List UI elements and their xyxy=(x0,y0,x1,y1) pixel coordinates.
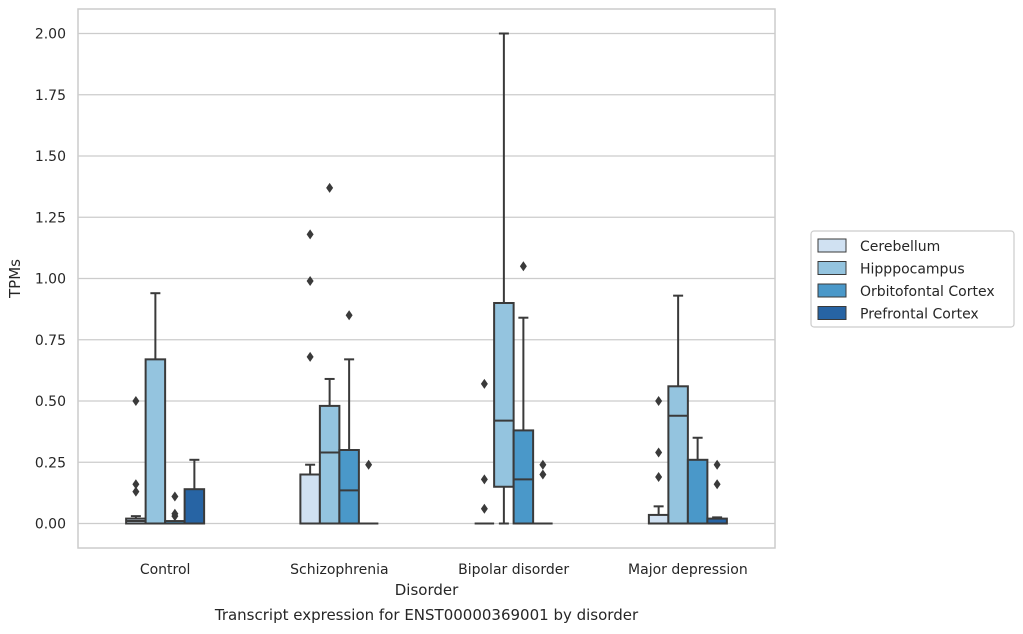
box-prefrontal-cortex xyxy=(358,459,379,525)
outlier-point xyxy=(655,447,663,458)
box-hipppocampus xyxy=(667,294,689,525)
outlier-point xyxy=(345,310,353,321)
x-tick-label: Control xyxy=(140,562,191,578)
x-tick-label: Major depression xyxy=(628,562,748,578)
box-body xyxy=(144,358,167,525)
outlier-point xyxy=(539,459,547,470)
box-orbitofontal-cortex xyxy=(686,436,709,525)
outlier-point xyxy=(132,479,140,490)
box-cerebellum xyxy=(125,396,147,525)
box-cerebellum xyxy=(299,229,321,525)
y-tick-label: 2.00 xyxy=(35,27,66,43)
box-cerebellum xyxy=(647,396,670,525)
figure-caption: Transcript expression for ENST0000036900… xyxy=(214,606,639,624)
outlier-point xyxy=(480,474,488,485)
legend-box xyxy=(810,230,1015,328)
outlier-point xyxy=(519,261,527,272)
x-tick-label: Schizophrenia xyxy=(290,562,388,578)
box-orbitofontal-cortex xyxy=(512,261,535,525)
y-tick-label: 1.00 xyxy=(35,272,66,288)
outlier-point xyxy=(171,491,179,502)
box-orbitofontal-cortex xyxy=(164,491,186,525)
legend-swatch xyxy=(817,238,847,253)
outlier-point xyxy=(171,511,179,522)
legend-label: Hipppocampus xyxy=(860,262,965,278)
box-hipppocampus xyxy=(318,182,341,525)
plot-frame xyxy=(77,8,776,549)
legend-label: Orbitofontal Cortex xyxy=(860,284,995,300)
y-tick-label: 1.75 xyxy=(35,88,66,104)
outlier-point xyxy=(480,503,488,514)
outlier-point xyxy=(713,459,721,470)
x-axis-label: Disorder xyxy=(395,581,459,599)
box-orbitofontal-cortex xyxy=(338,310,360,525)
box-hipppocampus xyxy=(144,292,167,525)
x-tick-label: Bipolar disorder xyxy=(458,562,569,578)
outlier-point xyxy=(365,459,373,470)
y-tick-label: 0.00 xyxy=(35,517,66,533)
y-tick-label: 1.25 xyxy=(35,210,66,226)
legend-label: Prefrontal Cortex xyxy=(860,307,979,323)
outlier-point xyxy=(306,351,314,362)
outlier-point xyxy=(326,182,334,193)
outlier-point xyxy=(713,479,721,490)
outlier-point xyxy=(480,378,488,389)
outlier-point xyxy=(539,469,547,480)
box-body xyxy=(512,429,535,525)
outlier-point xyxy=(306,229,314,240)
outlier-point xyxy=(655,471,663,482)
outlier-point xyxy=(306,275,314,286)
box-body xyxy=(299,473,321,525)
box-body xyxy=(647,513,670,525)
box-cerebellum xyxy=(474,378,495,525)
y-axis-label: TPMs xyxy=(6,259,24,299)
box-body xyxy=(686,458,709,525)
y-tick-label: 0.25 xyxy=(35,455,66,471)
outlier-point xyxy=(132,486,140,497)
box-body xyxy=(493,302,515,488)
y-tick-label: 1.50 xyxy=(35,149,66,165)
box-hipppocampus xyxy=(493,32,515,525)
outlier-point xyxy=(655,396,663,406)
legend-swatch xyxy=(817,306,847,320)
box-prefrontal-cortex xyxy=(533,459,553,525)
box-prefrontal-cortex xyxy=(706,459,728,525)
box-body xyxy=(318,404,341,525)
box-body xyxy=(667,385,689,525)
outlier-point xyxy=(132,396,140,406)
box-body xyxy=(338,449,360,525)
legend-label: Cerebellum xyxy=(860,239,940,255)
box-body xyxy=(183,488,206,525)
box-prefrontal-cortex xyxy=(183,458,206,525)
y-tick-label: 0.50 xyxy=(35,394,66,410)
y-tick-label: 0.75 xyxy=(35,333,66,349)
legend-swatch xyxy=(817,261,847,275)
legend-swatch xyxy=(817,283,847,298)
